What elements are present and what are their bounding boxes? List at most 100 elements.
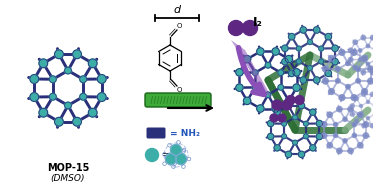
Circle shape xyxy=(65,102,71,109)
Circle shape xyxy=(54,50,63,59)
Circle shape xyxy=(348,148,353,154)
Circle shape xyxy=(80,76,87,83)
Circle shape xyxy=(339,50,345,55)
Circle shape xyxy=(366,117,370,120)
Circle shape xyxy=(97,75,106,83)
Circle shape xyxy=(366,100,370,103)
Circle shape xyxy=(30,93,39,101)
Circle shape xyxy=(282,100,292,110)
Circle shape xyxy=(336,67,340,71)
Circle shape xyxy=(295,95,304,105)
Circle shape xyxy=(362,124,366,128)
Circle shape xyxy=(272,105,279,112)
Circle shape xyxy=(278,114,286,122)
Circle shape xyxy=(350,104,354,108)
Circle shape xyxy=(166,153,176,164)
Circle shape xyxy=(323,78,328,84)
Circle shape xyxy=(300,27,307,33)
Circle shape xyxy=(282,121,286,126)
Circle shape xyxy=(285,55,292,63)
Text: MOP-15: MOP-15 xyxy=(47,163,89,173)
Circle shape xyxy=(361,70,366,75)
Circle shape xyxy=(358,143,363,148)
Circle shape xyxy=(298,102,305,109)
Circle shape xyxy=(339,95,345,101)
Circle shape xyxy=(354,119,358,123)
Circle shape xyxy=(310,145,316,151)
Circle shape xyxy=(350,112,354,116)
Circle shape xyxy=(65,67,71,74)
Circle shape xyxy=(363,122,369,127)
Circle shape xyxy=(278,84,283,90)
Circle shape xyxy=(360,112,363,116)
Circle shape xyxy=(322,133,327,138)
Circle shape xyxy=(88,108,97,117)
Circle shape xyxy=(333,133,338,138)
Circle shape xyxy=(292,115,297,120)
Circle shape xyxy=(274,145,280,151)
Circle shape xyxy=(298,151,305,157)
FancyBboxPatch shape xyxy=(147,128,166,139)
Circle shape xyxy=(366,44,370,48)
Circle shape xyxy=(332,58,338,65)
Circle shape xyxy=(30,75,39,83)
Circle shape xyxy=(242,20,257,36)
Circle shape xyxy=(88,59,97,68)
Circle shape xyxy=(310,109,316,115)
Circle shape xyxy=(272,48,279,55)
Circle shape xyxy=(368,66,373,72)
Circle shape xyxy=(278,70,283,75)
Circle shape xyxy=(50,76,56,83)
Circle shape xyxy=(333,122,338,127)
Circle shape xyxy=(292,140,297,145)
Circle shape xyxy=(346,61,350,66)
Circle shape xyxy=(270,114,278,122)
Circle shape xyxy=(343,117,347,121)
Circle shape xyxy=(332,45,338,52)
Circle shape xyxy=(336,79,340,83)
Circle shape xyxy=(145,149,159,161)
Circle shape xyxy=(253,84,258,90)
Circle shape xyxy=(286,95,295,105)
Text: d: d xyxy=(173,5,181,15)
Circle shape xyxy=(329,89,334,94)
Circle shape xyxy=(307,65,313,70)
Circle shape xyxy=(282,134,286,139)
Circle shape xyxy=(285,102,292,109)
Circle shape xyxy=(257,48,264,55)
Circle shape xyxy=(370,70,373,75)
Circle shape xyxy=(329,56,334,61)
Polygon shape xyxy=(231,40,272,98)
Circle shape xyxy=(304,121,308,126)
Text: = NH₂: = NH₂ xyxy=(170,129,200,138)
Circle shape xyxy=(370,35,373,40)
Circle shape xyxy=(348,48,353,53)
Circle shape xyxy=(304,134,308,139)
Circle shape xyxy=(368,78,373,84)
Circle shape xyxy=(54,117,63,126)
Circle shape xyxy=(282,45,288,52)
Circle shape xyxy=(293,84,300,91)
Circle shape xyxy=(361,35,366,40)
Circle shape xyxy=(352,133,357,138)
Circle shape xyxy=(362,92,366,96)
Circle shape xyxy=(343,139,347,143)
Circle shape xyxy=(50,93,56,100)
Circle shape xyxy=(300,77,307,83)
Circle shape xyxy=(354,97,358,101)
Circle shape xyxy=(316,120,323,127)
Circle shape xyxy=(360,104,363,108)
Circle shape xyxy=(307,40,313,45)
Circle shape xyxy=(353,65,358,70)
Circle shape xyxy=(288,70,295,77)
Circle shape xyxy=(39,59,48,68)
Circle shape xyxy=(296,46,301,51)
Circle shape xyxy=(353,40,358,45)
Circle shape xyxy=(327,112,332,117)
Circle shape xyxy=(337,148,342,154)
Circle shape xyxy=(236,84,243,91)
Circle shape xyxy=(348,106,353,112)
Circle shape xyxy=(351,95,357,101)
Circle shape xyxy=(267,133,274,140)
Circle shape xyxy=(265,62,271,68)
